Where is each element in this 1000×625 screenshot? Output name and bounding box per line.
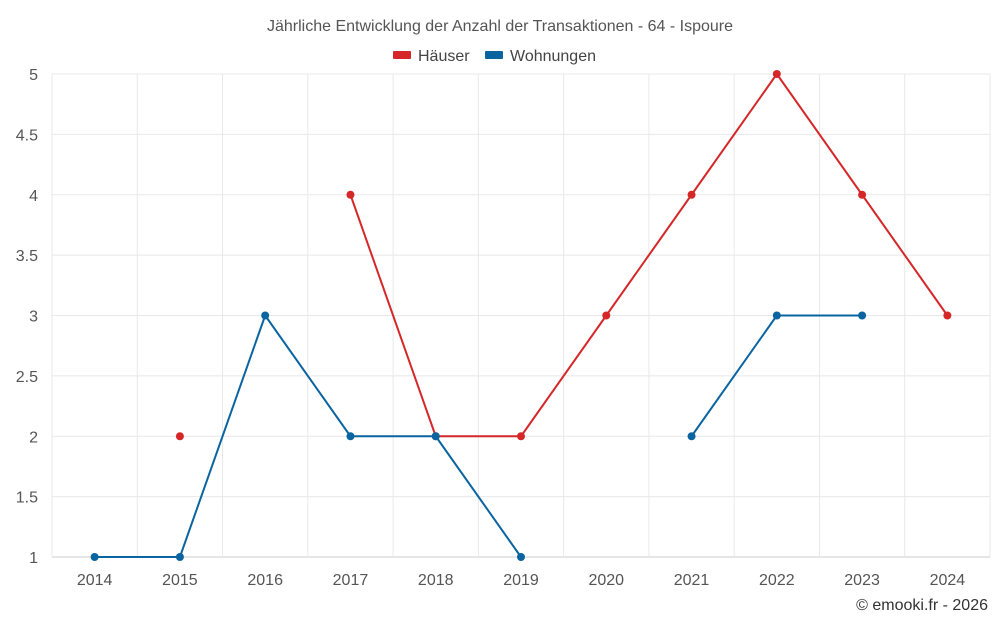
- series-line: [94, 314, 522, 558]
- x-tick-label: 2015: [162, 572, 198, 589]
- legend-label: Wohnungen: [510, 48, 596, 65]
- data-point[interactable]: [858, 190, 867, 199]
- y-tick-label: 2.5: [16, 369, 38, 386]
- y-tick-label: 2: [29, 429, 38, 446]
- data-point[interactable]: [175, 553, 184, 561]
- credit-text: © emooki.fr - 2026: [856, 597, 988, 614]
- data-point[interactable]: [858, 311, 867, 320]
- data-point[interactable]: [517, 432, 525, 441]
- data-point[interactable]: [261, 311, 270, 320]
- data-point[interactable]: [90, 553, 99, 561]
- x-tick-label: 2020: [588, 572, 624, 589]
- data-point[interactable]: [346, 432, 355, 441]
- y-tick-label: 3: [29, 309, 38, 326]
- y-tick-label: 1: [29, 550, 38, 567]
- legend-label: Häuser: [418, 48, 470, 65]
- y-tick-label: 5: [29, 67, 38, 84]
- data-point[interactable]: [517, 553, 525, 561]
- x-tick-label: 2014: [77, 572, 113, 589]
- x-tick-label: 2024: [930, 572, 966, 589]
- y-tick-label: 4: [29, 188, 38, 205]
- series-1: [90, 311, 867, 561]
- y-axis-ticks: 1 1.5 2 2.5 3 3.5 4 4.5 5: [16, 67, 38, 567]
- data-point[interactable]: [175, 432, 184, 441]
- x-tick-label: 2023: [844, 572, 880, 589]
- data-point[interactable]: [431, 432, 440, 441]
- x-axis-ticks: 2014 2015 2016 2017 2018 2019 2020 2021 2022 2023…: [77, 572, 965, 589]
- data-point[interactable]: [346, 190, 355, 199]
- x-tick-label: 2019: [503, 572, 539, 589]
- data-point[interactable]: [687, 190, 696, 199]
- legend-swatch: [485, 51, 503, 59]
- legend-swatch: [393, 51, 411, 59]
- data-point[interactable]: [943, 311, 952, 320]
- y-tick-label: 3.5: [16, 248, 38, 265]
- legend: Häuser Wohnungen: [393, 48, 596, 65]
- y-tick-label: 1.5: [16, 490, 38, 507]
- legend-item[interactable]: Wohnungen: [485, 48, 596, 65]
- series-layer: [90, 70, 952, 561]
- x-tick-label: 2016: [247, 572, 283, 589]
- chart-title: Jährliche Entwicklung der Anzahl der Tra…: [267, 18, 733, 35]
- data-point[interactable]: [602, 311, 611, 320]
- data-point[interactable]: [687, 432, 696, 441]
- x-tick-label: 2017: [333, 572, 369, 589]
- x-tick-label: 2022: [759, 572, 795, 589]
- x-tick-label: 2018: [418, 572, 454, 589]
- x-tick-label: 2021: [674, 572, 710, 589]
- legend-item[interactable]: Häuser: [393, 48, 470, 65]
- data-point[interactable]: [772, 311, 781, 320]
- data-point[interactable]: [772, 70, 781, 78]
- series-line: [349, 73, 949, 438]
- y-tick-label: 4.5: [16, 127, 38, 144]
